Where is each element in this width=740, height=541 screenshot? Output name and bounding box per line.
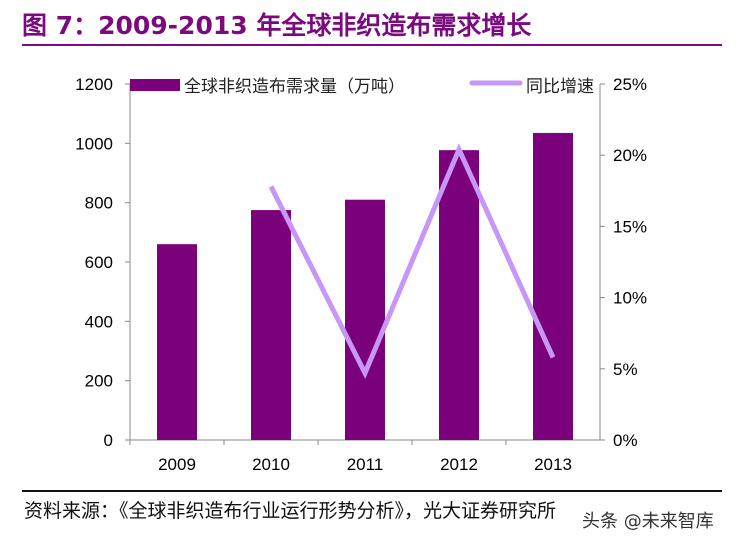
left-tick-label: 800 bbox=[85, 194, 113, 213]
growth-line bbox=[268, 143, 556, 380]
x-tick-label: 2013 bbox=[534, 455, 572, 474]
bar-2010 bbox=[251, 210, 291, 440]
watermark: 头条 @未来智库 bbox=[582, 511, 714, 532]
right-tick-label: 20% bbox=[613, 146, 647, 165]
bar-2013 bbox=[533, 132, 573, 440]
bar-2009 bbox=[157, 244, 197, 440]
x-tick-label: 2010 bbox=[252, 455, 290, 474]
left-tick-label: 1200 bbox=[75, 75, 113, 94]
figure-title: 图 7：2009-2013 年全球非织造布需求增长 bbox=[22, 11, 532, 40]
left-tick-label: 600 bbox=[85, 253, 113, 272]
legend-bar-label: 全球非织造布需求量（万吨） bbox=[184, 77, 405, 97]
x-tick-label: 2009 bbox=[158, 455, 196, 474]
left-tick-label: 200 bbox=[85, 372, 113, 391]
left-tick-label: 400 bbox=[85, 312, 113, 331]
right-tick-label: 15% bbox=[613, 217, 647, 236]
left-tick-label: 1000 bbox=[75, 134, 113, 153]
bar-2012 bbox=[439, 150, 479, 440]
bar-2011 bbox=[345, 199, 385, 440]
source-rule bbox=[22, 490, 722, 492]
legend-line-label: 同比增速 bbox=[526, 77, 594, 97]
left-tick-label: 0 bbox=[104, 431, 113, 450]
legend-bar-swatch bbox=[130, 79, 180, 91]
right-tick-label: 10% bbox=[613, 289, 647, 308]
right-tick-label: 5% bbox=[613, 360, 638, 379]
x-tick-label: 2012 bbox=[440, 455, 478, 474]
x-tick-label: 2011 bbox=[347, 455, 384, 474]
source-note: 资料来源：《全球非织造布行业运行形势分析》，光大证券研究所 bbox=[24, 500, 557, 522]
right-tick-label: 25% bbox=[613, 75, 647, 94]
title-rule bbox=[22, 44, 722, 46]
right-tick-label: 0% bbox=[613, 431, 638, 450]
